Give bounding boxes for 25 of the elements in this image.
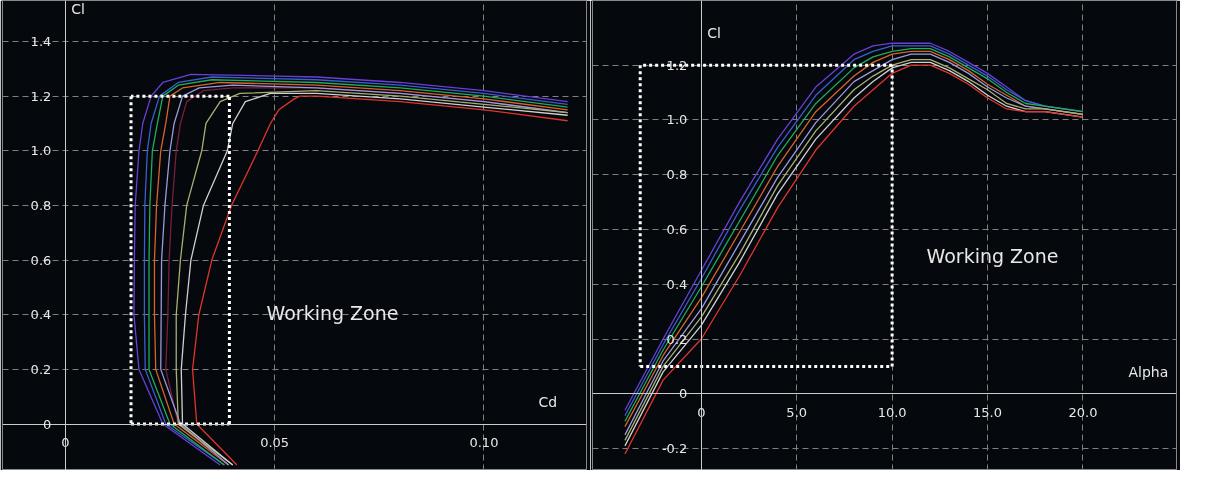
y-tick-label: 1.0: [30, 143, 52, 159]
y-tick-label: 1.0: [666, 112, 688, 128]
y-tick-label: -0.2: [661, 441, 688, 457]
annotation: Working Zone: [926, 244, 1059, 267]
x-tick-label: 20.0: [1068, 404, 1098, 420]
x-tick-label: 0.05: [260, 435, 290, 451]
x-tick-label: 5.0: [786, 404, 808, 420]
x-tick-label: 15.0: [973, 404, 1003, 420]
x-axis-title: Alpha: [1128, 363, 1169, 380]
y-tick-label: 0.2: [30, 361, 52, 377]
x-tick-label: 10.0: [877, 404, 907, 420]
annotation: Working Zone: [266, 301, 399, 324]
y-tick-label: 1.2: [30, 88, 52, 104]
x-tick-label: 0.10: [469, 435, 499, 451]
x-axis-title: Cd: [538, 394, 558, 411]
y-tick-label: 0.4: [666, 276, 688, 292]
y-tick-label: 1.2: [666, 57, 688, 73]
y-tick-label: 0.6: [666, 221, 688, 237]
y-axis-title: Cl: [707, 25, 721, 42]
y-tick-label: 1.4: [30, 33, 52, 49]
y-tick-label: 0.4: [30, 307, 52, 323]
y-tick-label: 0.8: [30, 197, 52, 213]
y-axis-title: Cl: [71, 1, 85, 18]
y-tick-label: 0.8: [666, 167, 688, 183]
y-tick-label: 0.6: [30, 252, 52, 268]
